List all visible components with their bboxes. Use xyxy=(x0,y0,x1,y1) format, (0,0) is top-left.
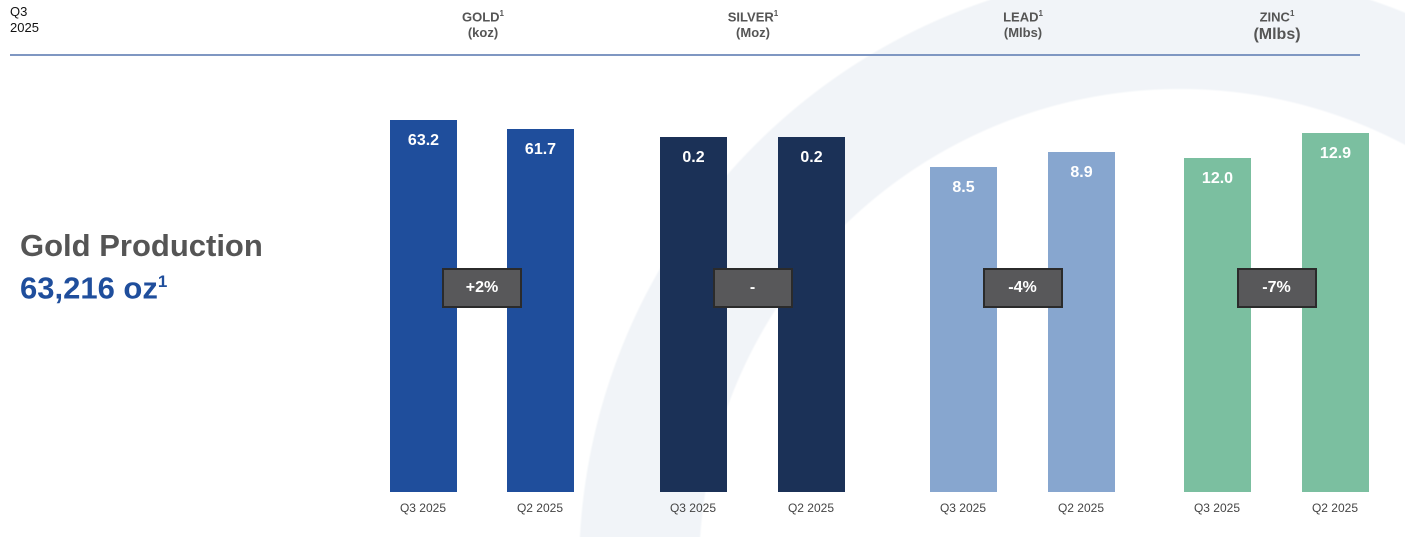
bar-zinc-q3-2025: 12.0 xyxy=(1184,158,1251,492)
header-name: ZINC xyxy=(1259,9,1290,25)
x-tick-label: Q2 2025 xyxy=(1057,501,1105,515)
change-badge-silver: - xyxy=(712,268,793,308)
kpi-footnote: 1 xyxy=(157,272,168,291)
data-label: 61.7 xyxy=(524,140,557,158)
bar-zinc-q2-2025: 12.9 xyxy=(1302,133,1369,492)
bar-lead-q2-2025: 8.9 xyxy=(1048,152,1115,492)
header-unit: (Moz) xyxy=(736,25,770,41)
x-tick-label: Q3 2025 xyxy=(399,501,447,515)
kpi-value: 63,216 oz1 xyxy=(20,264,263,306)
header-name: SILVER xyxy=(727,9,774,25)
data-label: 0.2 xyxy=(682,149,705,166)
x-tick-label: Q2 2025 xyxy=(516,501,564,515)
data-label: 12.0 xyxy=(1201,170,1234,188)
header-footnote: 1 xyxy=(1038,9,1043,18)
period-year: 2025 xyxy=(10,20,39,35)
period-label: Q3 2025 xyxy=(10,4,39,36)
header-name: GOLD xyxy=(461,9,500,25)
header-silver: SILVER1 (Moz) xyxy=(673,6,833,41)
header-zinc: ZINC1 (Mlbs) xyxy=(1197,6,1357,45)
header-footnote: 1 xyxy=(773,9,779,18)
header-unit: (Mlbs) xyxy=(1003,25,1043,41)
change-badge-zinc: -7% xyxy=(1236,268,1317,308)
header-footnote: 1 xyxy=(499,9,504,18)
header-lead: LEAD1 (Mlbs) xyxy=(943,6,1103,41)
x-tick-label: Q3 2025 xyxy=(669,501,717,515)
kpi-block: Gold Production 63,216 oz1 xyxy=(20,228,263,306)
period-quarter: Q3 xyxy=(10,4,28,19)
x-tick-label: Q2 2025 xyxy=(1311,501,1359,515)
header-footnote: 1 xyxy=(1289,9,1295,18)
header-name: LEAD xyxy=(1003,9,1039,25)
change-badge-gold: +2% xyxy=(442,268,522,308)
change-badge-lead: -4% xyxy=(982,268,1063,308)
bar-gold-q2-2025: 61.7 xyxy=(507,128,574,492)
data-label: 12.9 xyxy=(1319,145,1352,162)
bar-lead-q3-2025: 8.5 xyxy=(930,167,997,492)
x-tick-label: Q2 2025 xyxy=(787,501,835,515)
kpi-value-text: 63,216 oz xyxy=(20,270,158,306)
bar-silver-q3-2025: 0.2 xyxy=(660,137,727,492)
header-unit: (koz) xyxy=(467,25,499,41)
data-label: 8.9 xyxy=(1070,164,1093,181)
x-tick-label: Q3 2025 xyxy=(1193,501,1241,515)
header-gold: GOLD1 (koz) xyxy=(403,6,563,41)
bar-silver-q2-2025: 0.2 xyxy=(778,137,845,492)
kpi-title: Gold Production xyxy=(20,228,263,263)
data-label: 0.2 xyxy=(800,149,823,166)
header-unit: (Mlbs) xyxy=(1253,26,1301,44)
data-label: 8.5 xyxy=(952,179,975,197)
data-label: 63.2 xyxy=(407,132,440,149)
x-tick-label: Q3 2025 xyxy=(939,501,987,515)
header-divider xyxy=(10,54,1360,56)
